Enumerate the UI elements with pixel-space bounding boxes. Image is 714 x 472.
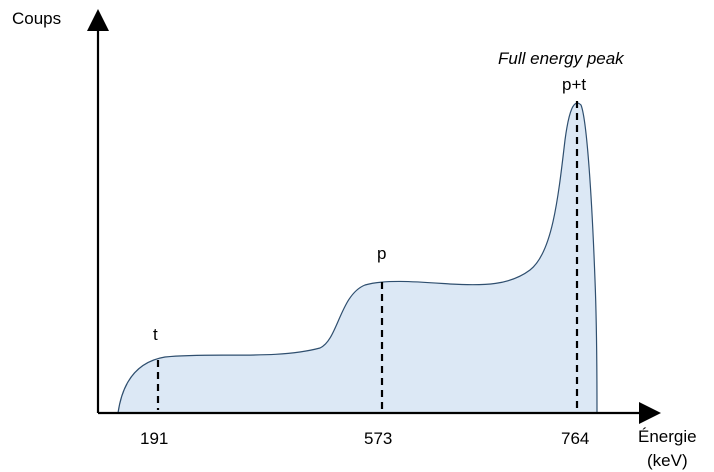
marker-label-t: t [153, 325, 158, 344]
spectrum-area [117, 102, 598, 414]
tick-label-pt: 764 [561, 429, 589, 448]
tick-label-t: 191 [140, 429, 168, 448]
marker-label-pt: p+t [562, 75, 586, 94]
tick-label-p: 573 [364, 429, 392, 448]
peak-title: Full energy peak [498, 49, 625, 68]
y-axis-label: Coups [12, 9, 61, 28]
x-axis-unit: (keV) [647, 451, 688, 470]
marker-label-p: p [377, 244, 386, 263]
x-axis-label: Énergie [638, 427, 697, 446]
